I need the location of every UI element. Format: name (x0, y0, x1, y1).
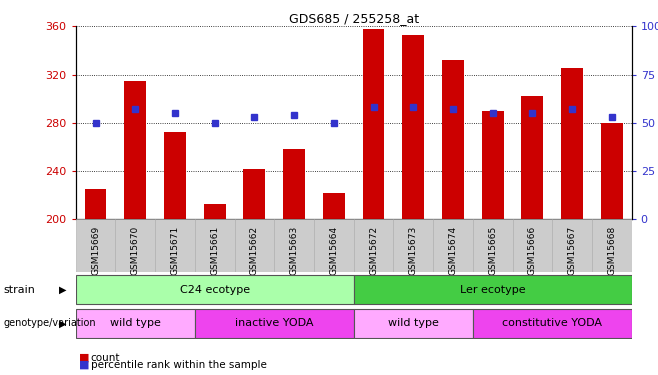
Text: wild type: wild type (110, 318, 161, 328)
Bar (243, 169, 265, 219)
Bar (601, 123, 622, 219)
Bar (561, 69, 583, 219)
Bar (522, 96, 544, 219)
Bar (76, 219, 115, 272)
Bar (195, 219, 234, 272)
Text: GSM15661: GSM15661 (210, 226, 219, 275)
Text: genotype/variation: genotype/variation (3, 318, 96, 328)
Text: GSM15665: GSM15665 (488, 226, 497, 275)
Bar (513, 219, 552, 272)
Title: GDS685 / 255258_at: GDS685 / 255258_at (289, 12, 418, 25)
Bar (473, 219, 513, 272)
Text: Ler ecotype: Ler ecotype (460, 285, 526, 295)
Text: constitutive YODA: constitutive YODA (502, 318, 602, 328)
Text: count: count (91, 352, 120, 363)
Bar (592, 219, 632, 272)
Bar (402, 35, 424, 219)
Text: ▶: ▶ (59, 318, 66, 328)
Text: inactive YODA: inactive YODA (235, 318, 313, 328)
Text: GSM15673: GSM15673 (409, 226, 418, 275)
Text: GSM15666: GSM15666 (528, 226, 537, 275)
Bar (354, 275, 632, 304)
Text: GSM15671: GSM15671 (170, 226, 180, 275)
Bar (155, 219, 195, 272)
Text: GSM15672: GSM15672 (369, 226, 378, 275)
Text: strain: strain (3, 285, 35, 295)
Text: wild type: wild type (388, 318, 439, 328)
Bar (124, 81, 146, 219)
Text: GSM15667: GSM15667 (568, 226, 576, 275)
Text: ■: ■ (79, 360, 89, 370)
Bar (393, 219, 433, 272)
Text: GSM15669: GSM15669 (91, 226, 100, 275)
Text: GSM15668: GSM15668 (607, 226, 617, 275)
Bar (482, 111, 503, 219)
Bar (195, 309, 354, 338)
Text: ▶: ▶ (59, 285, 66, 295)
Bar (283, 149, 305, 219)
Text: GSM15664: GSM15664 (329, 226, 338, 275)
Text: GSM15663: GSM15663 (290, 226, 299, 275)
Bar (274, 219, 314, 272)
Bar (323, 193, 345, 219)
Bar (76, 275, 354, 304)
Text: ■: ■ (79, 352, 89, 363)
Bar (76, 309, 195, 338)
Bar (85, 189, 107, 219)
Text: GSM15670: GSM15670 (131, 226, 139, 275)
Bar (473, 309, 632, 338)
Bar (354, 309, 473, 338)
Bar (363, 28, 384, 219)
Bar (234, 219, 274, 272)
Text: GSM15662: GSM15662 (250, 226, 259, 275)
Text: GSM15674: GSM15674 (449, 226, 457, 275)
Bar (204, 204, 226, 219)
Bar (314, 219, 354, 272)
Bar (552, 219, 592, 272)
Text: percentile rank within the sample: percentile rank within the sample (91, 360, 266, 370)
Bar (164, 132, 186, 219)
Bar (354, 219, 393, 272)
Bar (115, 219, 155, 272)
Bar (442, 60, 464, 219)
Bar (433, 219, 473, 272)
Text: C24 ecotype: C24 ecotype (180, 285, 250, 295)
